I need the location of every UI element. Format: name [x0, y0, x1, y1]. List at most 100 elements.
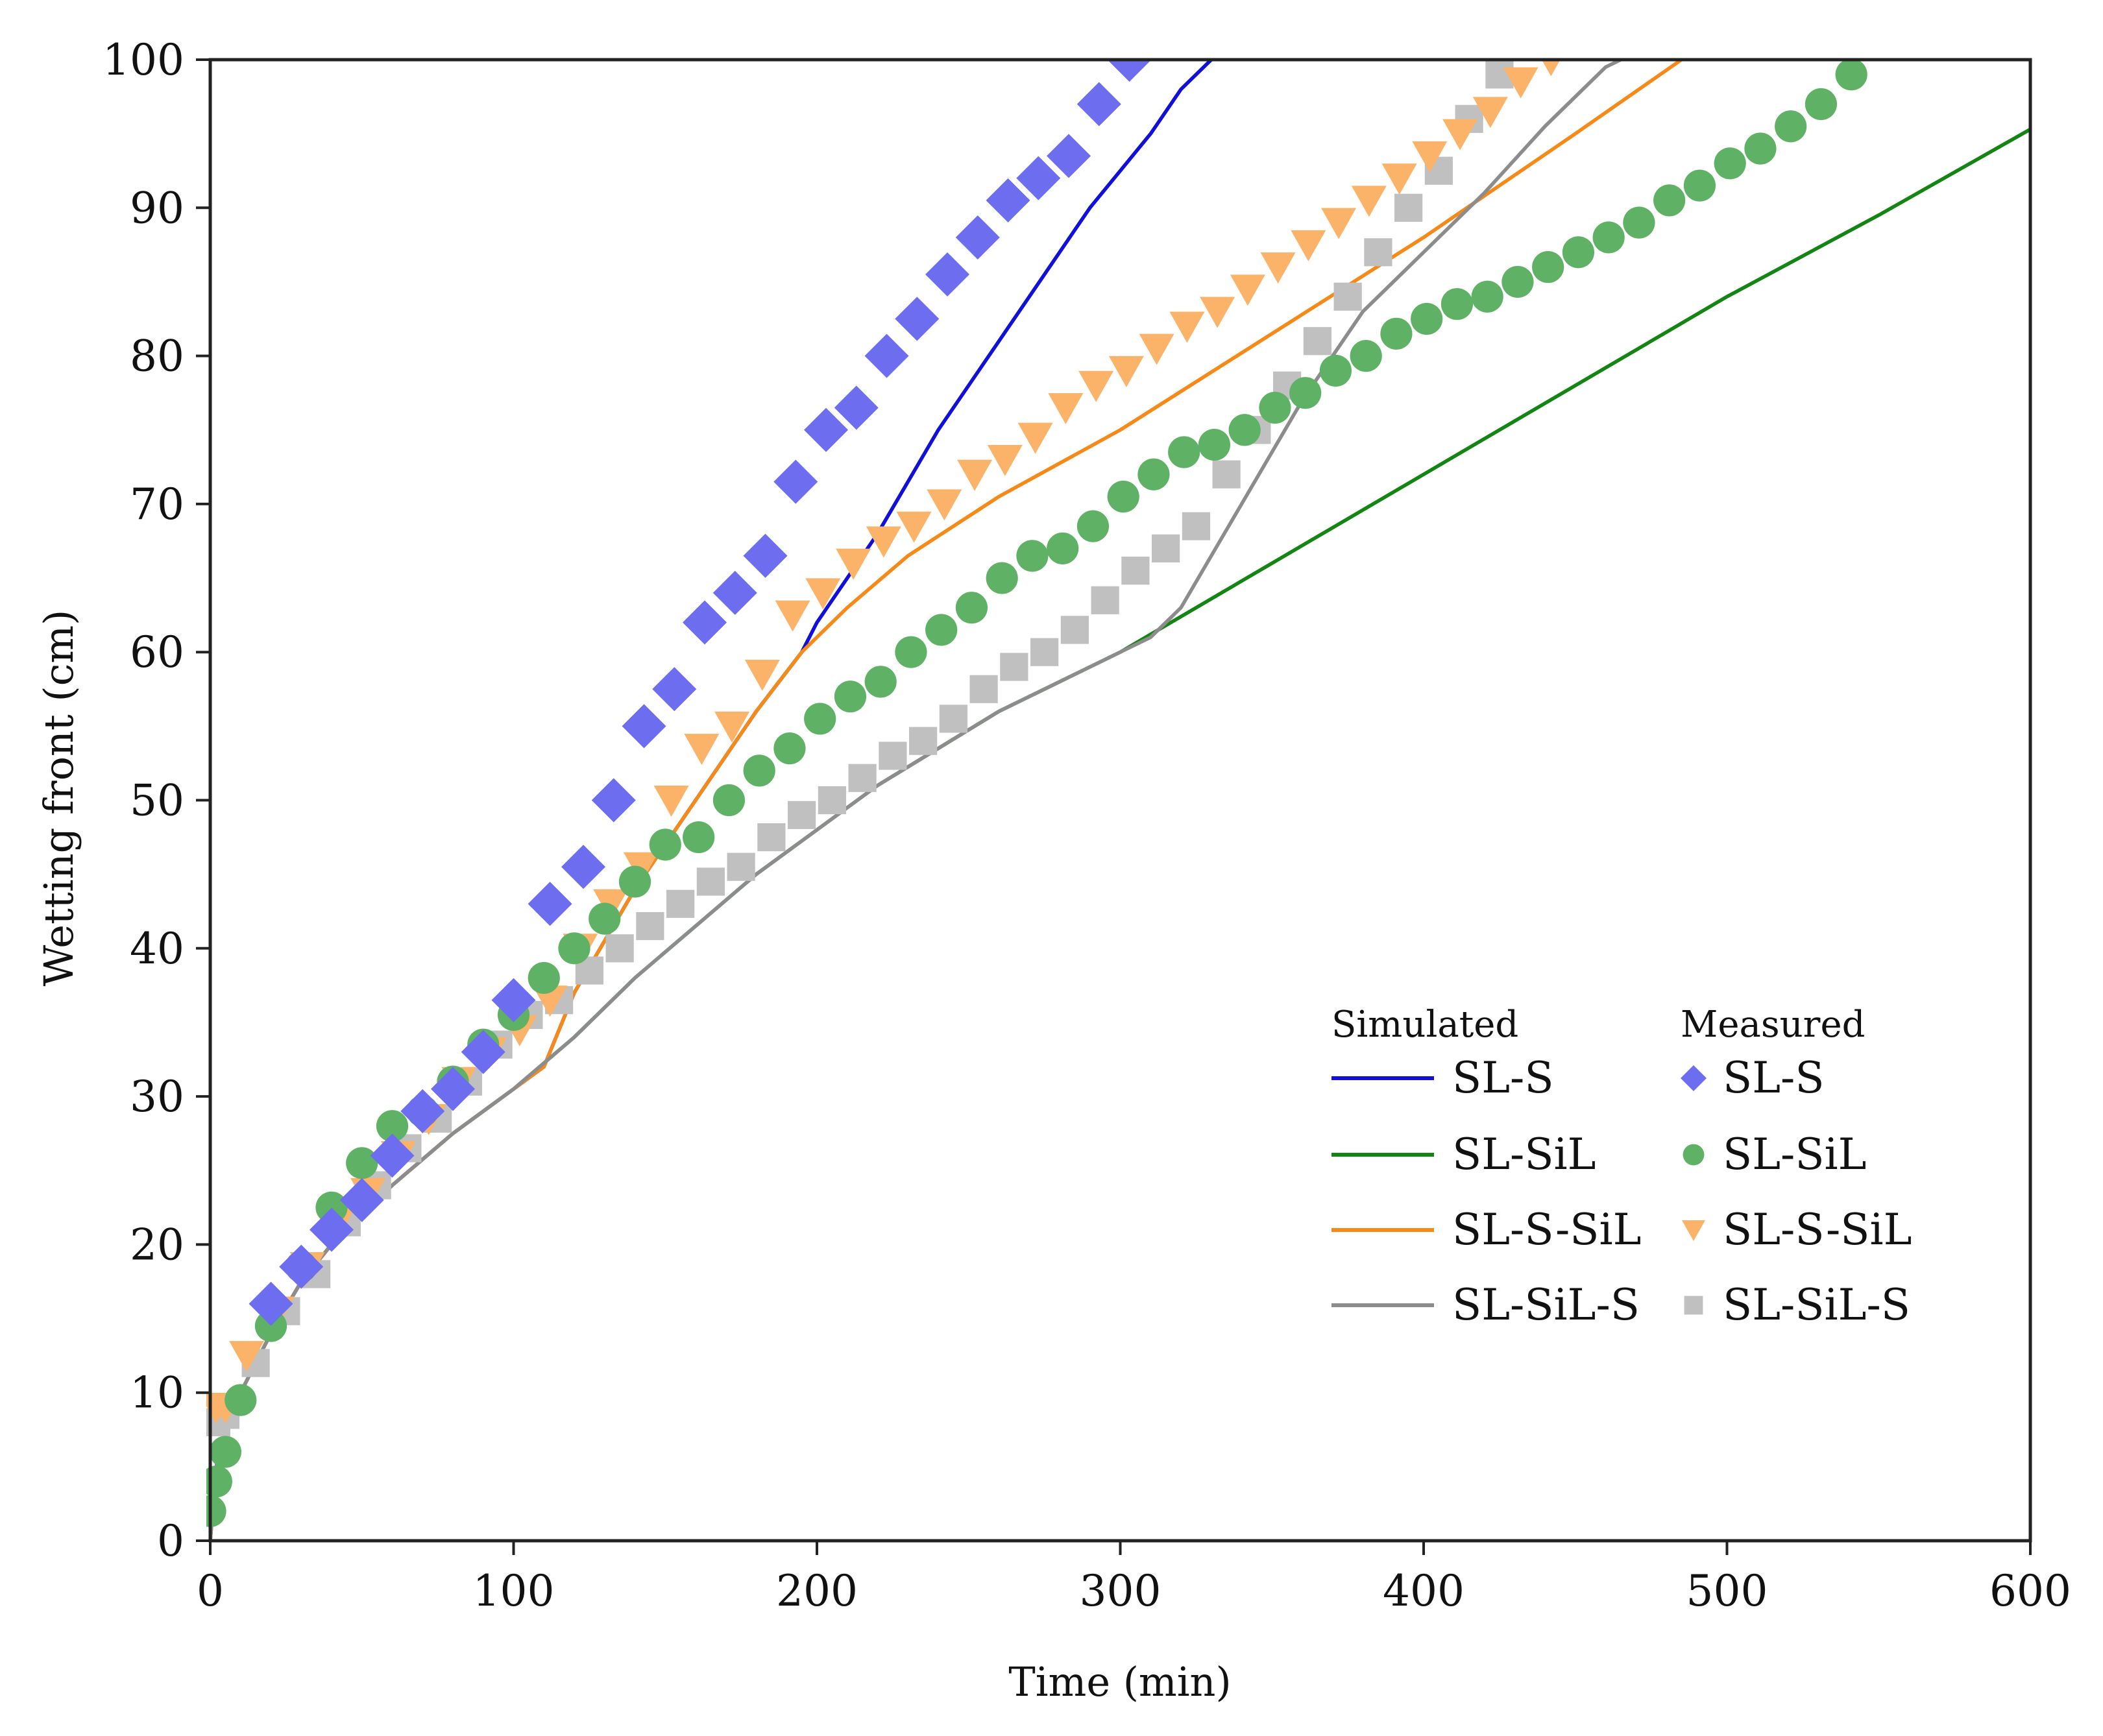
legend-marker-sl-s [1681, 1065, 1707, 1091]
legend-measured-label: SL-SiL [1723, 1129, 1867, 1179]
y-tick-label: 60 [130, 627, 184, 677]
measured-point-sl-s [683, 600, 727, 645]
measured-point-sl-sil [206, 1465, 232, 1498]
y-axis: 0 10 20 30 40 50 60 70 80 90 100 [103, 35, 210, 1566]
measured-point-sl-sil-s [727, 852, 755, 881]
measured-point-sl-s-sil [987, 444, 1023, 476]
measured-point-sl-sil-s [788, 801, 816, 829]
measured-point-sl-s-sil [1048, 393, 1084, 425]
measured-point-sl-sil [1228, 414, 1261, 446]
measured-point-sl-s [339, 1177, 384, 1222]
measured-point-sl-sil [1350, 340, 1382, 372]
measured-point-sl-sil [1532, 251, 1564, 283]
measured-point-sl-s-sil [775, 600, 810, 632]
y-tick-label: 0 [157, 1516, 184, 1566]
measured-point-sl-sil-s [1182, 512, 1210, 540]
measured-point-sl-s-sil [1442, 119, 1478, 151]
measured-point-sl-sil [925, 614, 958, 646]
measured-point-sl-sil-s [1121, 557, 1150, 585]
x-tick-label: 500 [1686, 1566, 1768, 1616]
measured-point-sl-s-sil [1472, 97, 1508, 128]
legend-simulated-header: Simulated [1331, 1004, 1518, 1046]
measured-point-sl-s [955, 215, 1000, 259]
measured-point-sl-sil-s [818, 786, 846, 815]
measured-point-sl-sil [618, 865, 651, 898]
measured-point-sl-sil [986, 562, 1018, 594]
measured-point-sl-s [773, 459, 818, 504]
measured-point-sl-s-sil [1381, 163, 1417, 195]
measured-point-sl-sil [1137, 458, 1170, 490]
measured-point-sl-s [249, 1281, 293, 1326]
measured-point-sl-sil [1592, 221, 1625, 254]
measured-point-sl-s [400, 1089, 445, 1133]
measured-point-sl-sil [712, 784, 746, 817]
measured-point-sl-s-sil [805, 578, 841, 610]
measured-point-sl-sil-s [879, 741, 907, 770]
measured-point-sl-sil [558, 932, 590, 965]
measured-point-sl-sil [1623, 206, 1655, 239]
measured-point-sl-sil [346, 1147, 378, 1179]
x-tick-label: 300 [1080, 1566, 1161, 1616]
measured-point-sl-sil [955, 592, 988, 624]
measured-point-sl-sil [1471, 280, 1503, 313]
measured-point-sl-sil [1501, 265, 1534, 298]
measured-point-sl-sil [834, 681, 867, 713]
measured-point-sl-s [986, 178, 1030, 223]
x-tick-label: 400 [1383, 1566, 1465, 1616]
measured-point-sl-s [895, 296, 940, 341]
measured-point-sl-sil [254, 1310, 287, 1342]
measured-point-sl-s [561, 845, 606, 889]
measured-point-sl-sil-s [1364, 238, 1392, 267]
measured-point-sl-s [1107, 60, 1152, 82]
measured-point-sl-s-sil [1169, 311, 1205, 343]
legend-measured-label: SL-SiL-S [1723, 1280, 1910, 1330]
measured-point-sl-sil [1107, 480, 1139, 513]
measured-point-sl-s-sil [229, 1341, 265, 1373]
x-tick-label: 0 [197, 1566, 224, 1616]
measured-point-sl-sil-s [1060, 616, 1089, 644]
y-tick-label: 80 [130, 332, 184, 381]
measured-point-sl-sil [1168, 436, 1200, 468]
measured-point-sl-s-sil [957, 459, 993, 491]
measured-point-sl-sil [1835, 60, 1867, 91]
measured-point-sl-s-sil [1139, 333, 1174, 365]
measured-point-sl-sil-s [1303, 327, 1331, 356]
measured-point-sl-sil [1775, 110, 1807, 143]
legend-measured-label: SL-S [1723, 1053, 1825, 1103]
y-tick-label: 70 [130, 479, 184, 529]
measured-point-sl-s [431, 1067, 475, 1111]
measured-point-sl-sil [376, 1110, 409, 1142]
measured-point-sl-s-sil [1351, 186, 1387, 217]
measured-point-sl-s-sil [1291, 230, 1326, 261]
measured-point-sl-s-sil [714, 711, 750, 743]
measured-point-sl-sil [649, 828, 681, 861]
measured-point-sl-sil [864, 666, 897, 698]
measured-point-sl-s [652, 667, 697, 712]
measured-point-sl-sil-s [696, 867, 725, 896]
measured-point-sl-sil [1411, 302, 1443, 335]
measured-point-sl-s [1076, 82, 1121, 127]
measured-point-sl-s [370, 1133, 415, 1178]
y-tick-label: 50 [130, 776, 184, 826]
measured-point-sl-s-sil [1017, 422, 1053, 454]
measured-point-sl-sil [1744, 132, 1777, 165]
measured-point-sl-sil [773, 732, 806, 765]
measured-point-sl-s [279, 1244, 324, 1289]
measured-point-sl-sil [1653, 184, 1686, 217]
measured-point-sl-s [591, 778, 636, 823]
y-tick-label: 10 [130, 1368, 184, 1418]
y-tick-label: 100 [103, 35, 184, 85]
measured-point-sl-sil [1016, 540, 1049, 572]
measured-point-sl-s [622, 704, 666, 749]
measured-point-sl-sil [1076, 510, 1110, 542]
measured-point-sl-sil [1198, 428, 1231, 461]
measured-point-sl-sil-s [939, 705, 967, 733]
measured-point-sl-sil-s [1091, 586, 1119, 614]
measured-point-sl-s-sil [896, 511, 932, 543]
measured-point-sl-sil [589, 902, 621, 935]
measured-point-sl-sil-s [909, 727, 938, 755]
x-tick-label: 100 [473, 1566, 555, 1616]
legend-measured-label: SL-S-SiL [1723, 1205, 1912, 1255]
